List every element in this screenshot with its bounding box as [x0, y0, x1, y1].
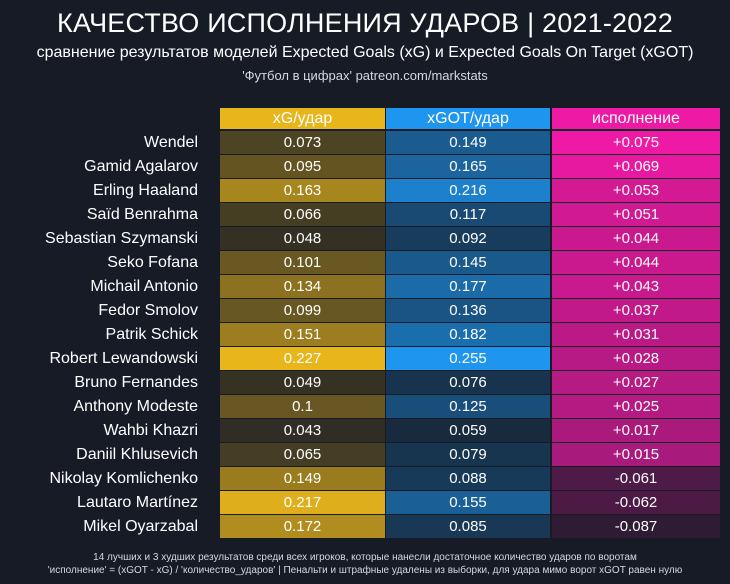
execution-cell: +0.053 — [552, 179, 720, 202]
execution-cell: +0.031 — [552, 323, 720, 346]
xg-cell: 0.172 — [220, 515, 385, 538]
execution-cell: -0.062 — [552, 491, 720, 514]
column-header-execution: исполнение — [552, 108, 720, 129]
execution-cell: -0.061 — [552, 467, 720, 490]
execution-cell: +0.044 — [552, 227, 720, 250]
execution-cell: +0.027 — [552, 371, 720, 394]
xgot-cell: 0.076 — [386, 371, 550, 394]
xg-cell: 0.073 — [220, 131, 385, 154]
player-name: Mikel Oyarzabal — [83, 518, 198, 535]
xg-cell: 0.099 — [220, 299, 385, 322]
xgot-cell: 0.182 — [386, 323, 550, 346]
xg-cell: 0.043 — [220, 419, 385, 442]
xgot-cell: 0.059 — [386, 419, 550, 442]
xgot-cell: 0.255 — [386, 347, 550, 370]
execution-cell: +0.015 — [552, 443, 720, 466]
xg-cell: 0.065 — [220, 443, 385, 466]
execution-cell: +0.044 — [552, 251, 720, 274]
player-name: Daniil Khlusevich — [76, 446, 198, 463]
xgot-cell: 0.125 — [386, 395, 550, 418]
xgot-cell: 0.088 — [386, 467, 550, 490]
source-credit: 'Футбол в цифрах' patreon.com/markstats — [242, 68, 488, 83]
player-name: Robert Lewandowski — [49, 350, 198, 367]
xgot-cell: 0.216 — [386, 179, 550, 202]
execution-cell: +0.017 — [552, 419, 720, 442]
player-name: Wahbi Khazri — [103, 422, 198, 439]
player-name: Bruno Fernandes — [74, 374, 198, 391]
player-name: Sebastian Szymanski — [45, 230, 198, 247]
xg-cell: 0.163 — [220, 179, 385, 202]
player-name: Anthony Modeste — [73, 398, 198, 415]
xg-cell: 0.149 — [220, 467, 385, 490]
player-name: Seko Fofana — [107, 254, 198, 271]
execution-cell: +0.028 — [552, 347, 720, 370]
player-name: Nikolay Komlichenko — [49, 470, 198, 487]
execution-cell: +0.025 — [552, 395, 720, 418]
xg-cell: 0.134 — [220, 275, 385, 298]
execution-cell: +0.037 — [552, 299, 720, 322]
xg-cell: 0.151 — [220, 323, 385, 346]
xgot-cell: 0.079 — [386, 443, 550, 466]
player-name: Michail Antonio — [90, 278, 198, 295]
page-subtitle: сравнение результатов моделей Expected G… — [36, 44, 694, 61]
player-name: Erling Haaland — [93, 182, 198, 199]
xg-cell: 0.049 — [220, 371, 385, 394]
player-name: Fedor Smolov — [98, 302, 198, 319]
page-title: КАЧЕСТВО ИСПОЛНЕНИЯ УДАРОВ | 2021-2022 — [57, 8, 673, 38]
xgot-cell: 0.155 — [386, 491, 550, 514]
execution-cell: -0.087 — [552, 515, 720, 538]
player-name: Patrik Schick — [105, 326, 198, 343]
execution-cell: +0.043 — [552, 275, 720, 298]
xg-cell: 0.048 — [220, 227, 385, 250]
player-name: Wendel — [144, 134, 198, 151]
xgot-cell: 0.165 — [386, 155, 550, 178]
xgot-cell: 0.117 — [386, 203, 550, 226]
xgot-cell: 0.149 — [386, 131, 550, 154]
xgot-cell: 0.145 — [386, 251, 550, 274]
xgot-cell: 0.177 — [386, 275, 550, 298]
xgot-cell: 0.085 — [386, 515, 550, 538]
xg-cell: 0.227 — [220, 347, 385, 370]
xg-cell: 0.095 — [220, 155, 385, 178]
xg-cell: 0.1 — [220, 395, 385, 418]
player-name: Lautaro Martínez — [77, 494, 198, 511]
xg-cell: 0.217 — [220, 491, 385, 514]
xgot-cell: 0.092 — [386, 227, 550, 250]
execution-cell: +0.069 — [552, 155, 720, 178]
column-header-xgot: xGOT/удар — [386, 108, 550, 129]
xg-cell: 0.066 — [220, 203, 385, 226]
footnote-formula: 'исполнение' = (xGOT - xG) / 'количество… — [47, 565, 683, 576]
player-name: Gamid Agalarov — [84, 158, 198, 175]
player-name: Saïd Benrahma — [86, 206, 198, 223]
footnote-selection: 14 лучших и 3 худших результатов среди в… — [93, 552, 637, 563]
xg-cell: 0.101 — [220, 251, 385, 274]
execution-cell: +0.051 — [552, 203, 720, 226]
execution-cell: +0.075 — [552, 131, 720, 154]
column-header-xg: xG/удар — [220, 108, 385, 129]
xgot-cell: 0.136 — [386, 299, 550, 322]
